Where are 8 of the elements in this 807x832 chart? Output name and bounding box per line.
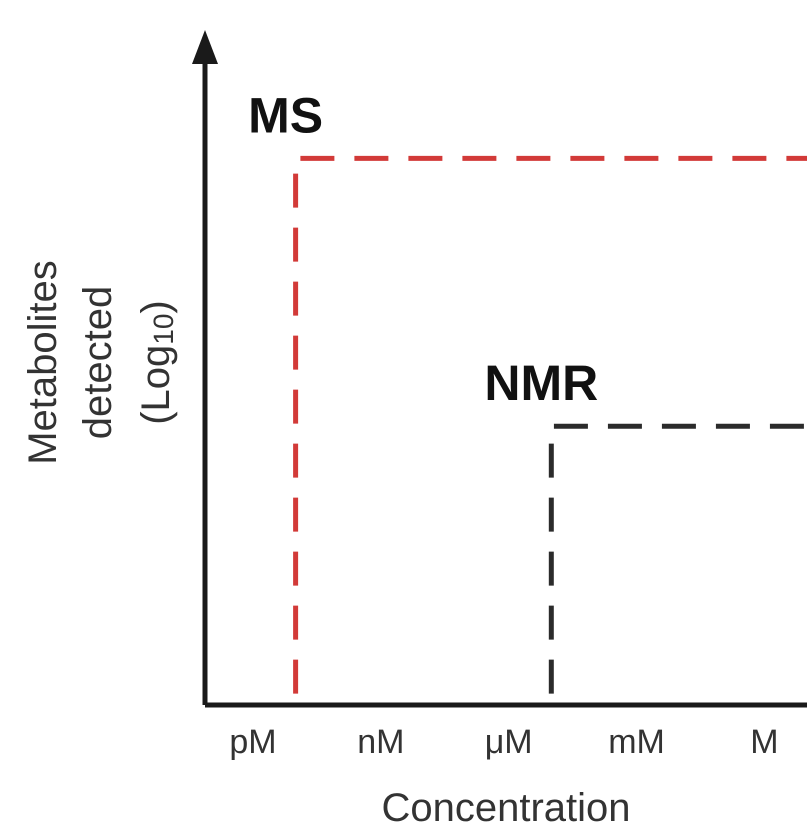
- series-label: NMR: [484, 355, 598, 412]
- x-tick-label: nM: [357, 723, 404, 762]
- x-tick-label: pM: [229, 723, 277, 762]
- x-tick-label: M: [750, 723, 779, 762]
- x-tick-label: mM: [608, 723, 665, 762]
- x-axis-title: Concentration: [381, 786, 631, 830]
- series-label: MS: [248, 87, 324, 144]
- x-tick-label: μM: [484, 723, 533, 762]
